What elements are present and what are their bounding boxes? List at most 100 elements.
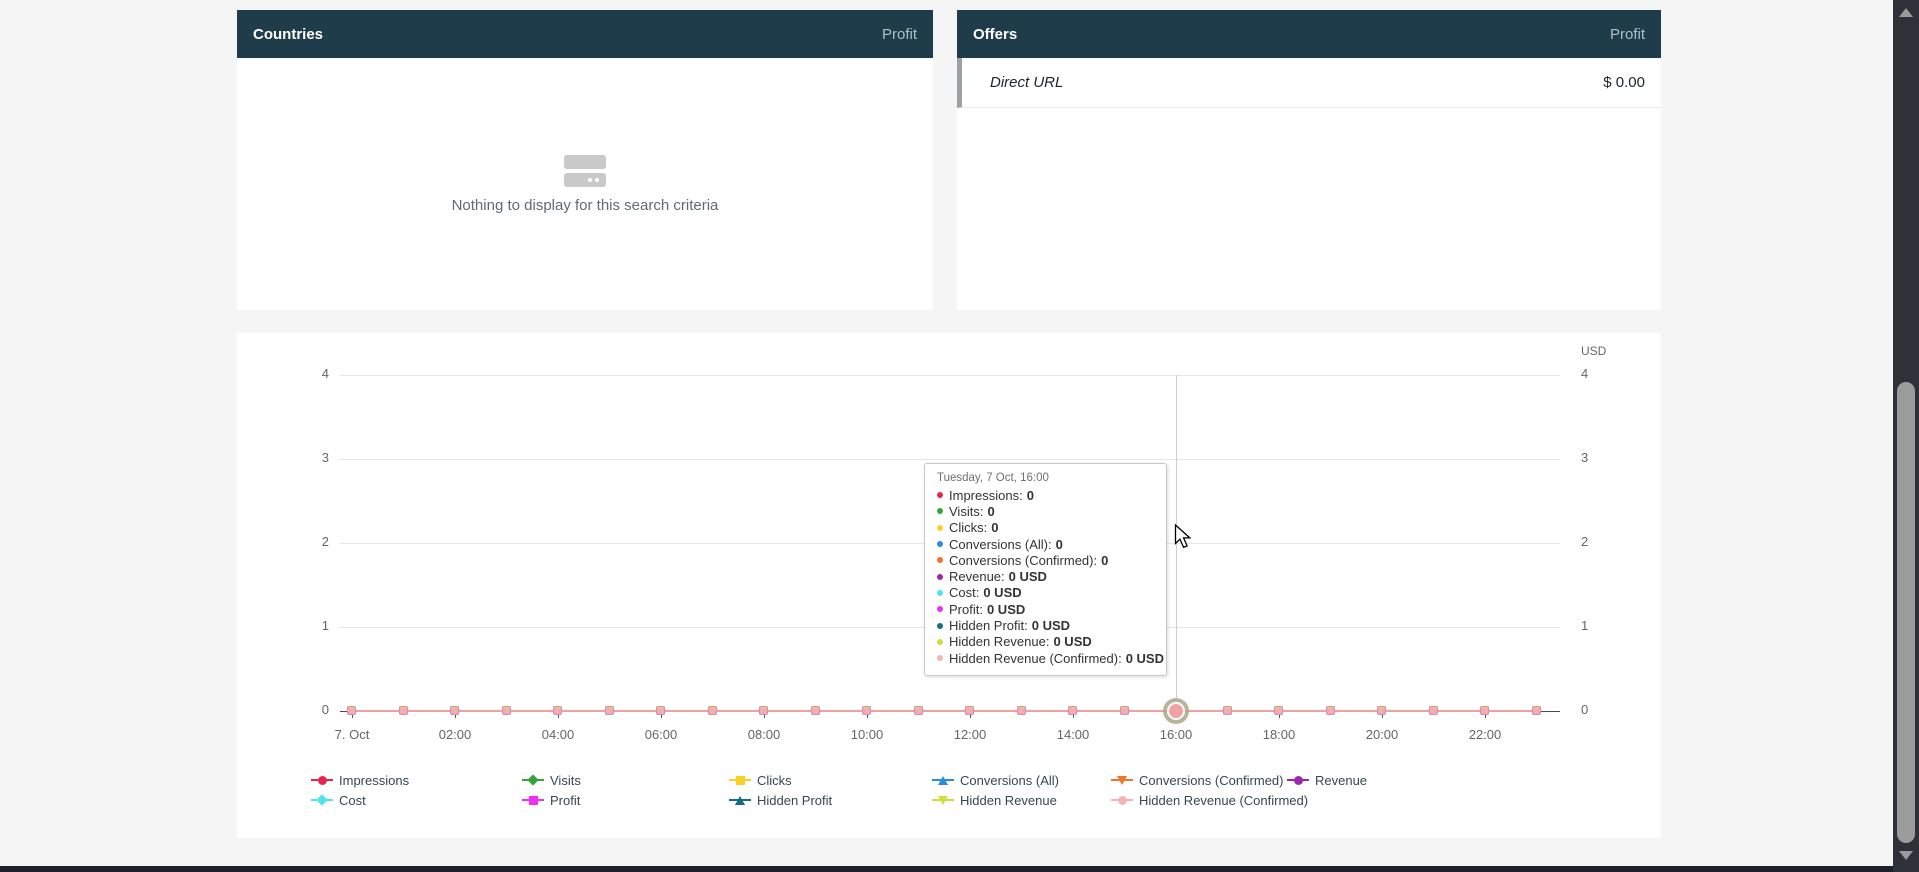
- legend-marker-square-icon: [522, 791, 544, 809]
- data-point-03:00[interactable]: [502, 706, 511, 715]
- x-axis-label-1: 02:00: [438, 727, 472, 742]
- x-axis-tick-0: [352, 712, 353, 718]
- data-point-01:00[interactable]: [399, 706, 408, 715]
- data-point-11:00[interactable]: [914, 706, 923, 715]
- scrollbar-thumb[interactable]: [1897, 382, 1915, 843]
- legend-marker-square-icon: [729, 771, 751, 789]
- legend-item-revenue[interactable]: Revenue: [1287, 771, 1367, 789]
- tooltip-row-7: Profit: 0 USD: [937, 601, 1156, 617]
- x-axis-label-10: 20:00: [1365, 727, 1399, 742]
- tooltip-row-label: Visits:: [949, 503, 984, 519]
- y-gridline-3: [340, 459, 1560, 460]
- legend-marker-circle-icon: [311, 771, 333, 789]
- legend-item-hidden-revenue-confirmed-[interactable]: Hidden Revenue (Confirmed): [1111, 791, 1308, 809]
- hovered-data-point[interactable]: [1169, 704, 1183, 718]
- data-point-18:00[interactable]: [1274, 706, 1283, 715]
- data-point-14:00[interactable]: [1068, 706, 1077, 715]
- series-bullet-icon: [937, 606, 943, 613]
- data-point-07:00[interactable]: [708, 706, 717, 715]
- legend-label: Conversions (Confirmed): [1139, 772, 1284, 788]
- scrollbar-up-arrow-icon[interactable]: [1899, 8, 1913, 17]
- legend-label: Hidden Revenue: [960, 792, 1057, 808]
- countries-panel: Countries Profit Nothing to display for …: [237, 10, 933, 310]
- chart-plot-area[interactable]: 0 0 1 1 2 2 3 3 4 4 USD 7. Oct 02:00 04:00 06:00 08:00 1…: [237, 333, 1661, 838]
- tooltip-row-9: Hidden Revenue: 0 USD: [937, 634, 1156, 650]
- legend-label: Hidden Profit: [757, 792, 833, 808]
- tooltip-row-value: 0: [991, 520, 999, 536]
- scrollbar-down-arrow-icon[interactable]: [1899, 851, 1913, 860]
- data-point-04:00[interactable]: [553, 706, 562, 715]
- data-point-08:00[interactable]: [759, 706, 768, 715]
- tooltip-row-0: Impressions: 0: [937, 487, 1156, 503]
- empty-data-icon: [564, 154, 606, 187]
- legend-item-impressions[interactable]: Impressions: [311, 771, 409, 789]
- legend-item-cost[interactable]: Cost: [311, 791, 366, 809]
- countries-profit-column-label: Profit: [881, 25, 917, 43]
- data-point-20:00[interactable]: [1377, 706, 1386, 715]
- y-axis-label-right-4: 4: [1581, 366, 1589, 381]
- data-point-19:00[interactable]: [1326, 706, 1335, 715]
- tooltip-row-label: Hidden Revenue (Confirmed):: [949, 650, 1122, 666]
- x-axis-tick-4: [764, 712, 765, 718]
- y-axis-label-left-3: 3: [321, 450, 329, 465]
- bottom-bar: [0, 866, 1919, 872]
- x-axis-label-3: 06:00: [644, 727, 678, 742]
- x-axis-tick-7: [1073, 712, 1074, 718]
- legend-label: Impressions: [339, 772, 410, 788]
- legend-item-conversions-all-[interactable]: Conversions (All): [932, 771, 1059, 789]
- page-scrollbar[interactable]: [1893, 0, 1919, 872]
- legend-shape: [528, 795, 538, 805]
- x-axis-tick-3: [661, 712, 662, 718]
- legend-shape: [317, 775, 327, 785]
- legend-label: Conversions (All): [960, 772, 1059, 788]
- tooltip-row-label: Revenue:: [949, 569, 1005, 585]
- series-bullet-icon: [937, 541, 943, 548]
- data-point-22:00[interactable]: [1480, 706, 1489, 715]
- x-axis-label-0: 7. Oct: [334, 727, 370, 742]
- x-axis-label-7: 14:00: [1056, 727, 1090, 742]
- legend-label: Hidden Revenue (Confirmed): [1139, 792, 1309, 808]
- series-bullet-icon: [937, 524, 943, 531]
- data-point-02:00[interactable]: [450, 706, 459, 715]
- legend-item-hidden-revenue[interactable]: Hidden Revenue: [932, 791, 1057, 809]
- data-point-06:00[interactable]: [656, 706, 665, 715]
- x-axis-label-6: 12:00: [953, 727, 987, 742]
- tooltip-row-value: 0: [987, 503, 995, 519]
- legend-shape: [937, 795, 948, 805]
- legend-marker-diamond-icon: [311, 791, 333, 809]
- legend-item-profit[interactable]: Profit: [522, 791, 580, 809]
- series-bullet-icon: [937, 589, 943, 596]
- data-point-05:00[interactable]: [605, 706, 614, 715]
- legend-shape: [316, 794, 328, 806]
- series-bullet-icon: [937, 622, 943, 629]
- x-axis-label-2: 04:00: [541, 727, 575, 742]
- legend-item-clicks[interactable]: Clicks: [729, 771, 792, 789]
- legend-item-hidden-profit[interactable]: Hidden Profit: [729, 791, 832, 809]
- data-point-09:00[interactable]: [811, 706, 820, 715]
- data-point-15:00[interactable]: [1120, 706, 1129, 715]
- data-point-21:00[interactable]: [1429, 706, 1438, 715]
- legend-item-visits[interactable]: Visits: [522, 771, 581, 789]
- y-axis-label-left-0: 0: [321, 702, 329, 717]
- y-gridline-4: [340, 375, 1560, 376]
- x-axis-label-8: 16:00: [1159, 727, 1193, 742]
- data-point-17:00[interactable]: [1223, 706, 1232, 715]
- data-point-10:00[interactable]: [862, 706, 871, 715]
- tooltip-row-value: 0: [1101, 552, 1109, 568]
- timeseries-chart-panel: 0 0 1 1 2 2 3 3 4 4 USD 7. Oct 02:00 04:00 06:00 08:00 1…: [237, 333, 1661, 838]
- legend-item-conversions-confirmed-[interactable]: Conversions (Confirmed): [1111, 771, 1284, 789]
- offer-profit-value: $ 0.00: [1603, 74, 1645, 91]
- tooltip-date-header: Tuesday, 7 Oct, 16:00: [937, 472, 1049, 484]
- data-point-12:00[interactable]: [965, 706, 974, 715]
- legend-shape: [735, 775, 745, 785]
- offer-row-direct-url[interactable]: Direct URL $ 0.00: [957, 58, 1661, 108]
- data-point-13:00[interactable]: [1017, 706, 1026, 715]
- x-axis-tick-11: [1485, 712, 1486, 718]
- y-axis-label-right-3: 3: [1581, 450, 1589, 465]
- tooltip-row-value: 0 USD: [1125, 650, 1164, 666]
- tooltip-row-4: Conversions (Confirmed): 0: [937, 552, 1156, 568]
- y-axis-label-right-2: 2: [1581, 534, 1589, 549]
- countries-panel-title: Countries: [253, 25, 324, 43]
- data-point-00:00[interactable]: [347, 706, 356, 715]
- data-point-23:00[interactable]: [1532, 706, 1541, 715]
